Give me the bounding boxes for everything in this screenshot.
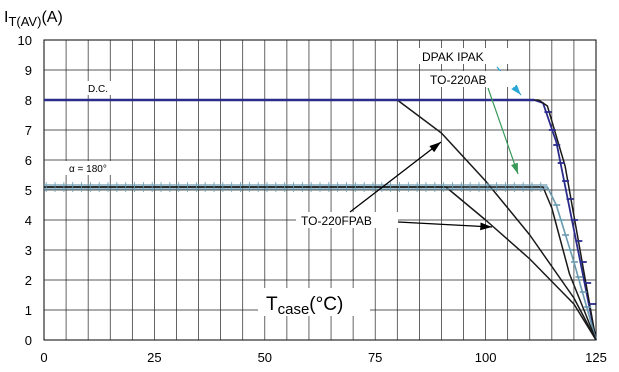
y-tick-label: 2 [25, 273, 32, 288]
to220fpab-arrow-lower [397, 221, 493, 231]
y-tick-label: 4 [25, 213, 32, 228]
to220ab-label: TO-220AB [430, 73, 486, 87]
x-tick-label: 125 [585, 350, 607, 365]
x-axis-label: Tcase(°C) [266, 294, 343, 318]
x-tick-label: 25 [147, 350, 161, 365]
x-axis-label-unit: (°C) [309, 294, 343, 315]
series-line-a180_to220ab [44, 186, 597, 341]
dpak-ipak-label-bg [405, 48, 525, 64]
x-axis-label-bg [258, 288, 370, 316]
x-axis-label-main: T [266, 294, 278, 315]
dc-label: D.C. [88, 84, 108, 95]
series-line-a180_dpak [44, 186, 597, 341]
alpha-label: α = 180° [69, 164, 107, 175]
x-tick-label: 100 [475, 350, 497, 365]
y-axis-label-unit: (A) [41, 9, 62, 26]
alpha-label-bg [64, 161, 124, 175]
y-tick-label: 7 [25, 123, 32, 138]
y-axis-label: IT(AV)(A) [4, 9, 63, 29]
series-markers [45, 111, 596, 308]
x-tick-labels: 0 25 50 75 100 125 [40, 350, 606, 365]
y-tick-label: 0 [25, 333, 32, 348]
dpak-ipak-label: DPAK IPAK [422, 50, 484, 64]
to220ab-arrow [487, 87, 519, 175]
y-tick-label: 8 [25, 93, 32, 108]
to220fpab-label: TO-220FPAB [301, 214, 372, 228]
y-tick-label: 3 [25, 243, 32, 258]
x-tick-label: 0 [40, 350, 47, 365]
dc-label-bg [72, 81, 122, 95]
y-tick-label: 10 [18, 33, 32, 48]
series-group [44, 98, 597, 341]
x-tick-label: 75 [368, 350, 382, 365]
y-tick-label: 5 [25, 183, 32, 198]
y-axis-label-main: I [4, 9, 8, 26]
y-tick-label: 1 [25, 303, 32, 318]
x-tick-label: 50 [258, 350, 272, 365]
y-axis-label-sub: T(AV) [8, 14, 41, 29]
series-line-a180_to220fpab [44, 186, 597, 341]
y-tick-label: 9 [25, 63, 32, 78]
to220fpab-arrow-upper [349, 141, 442, 213]
y-tick-labels: 0 1 2 3 4 5 6 7 8 9 10 [18, 33, 32, 348]
x-axis-label-sub: case [278, 301, 310, 318]
to220fpab-label-bg [296, 212, 398, 228]
y-tick-label: 6 [25, 153, 32, 168]
to220ab-label-bg [425, 71, 515, 87]
